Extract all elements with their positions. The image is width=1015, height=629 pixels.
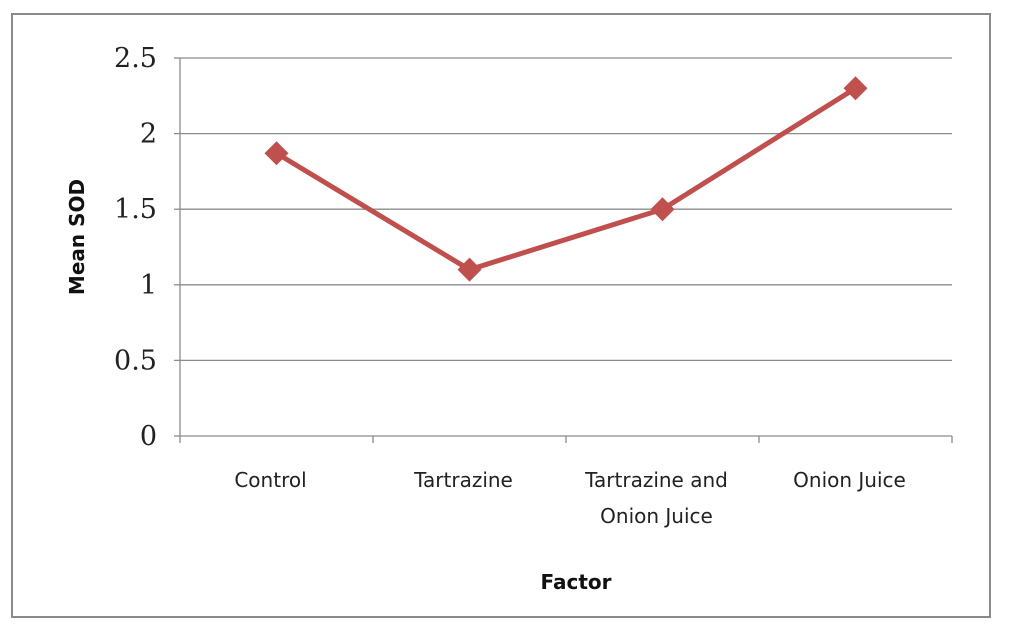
x-tick-label: Tartrazine <box>413 468 513 492</box>
y-axis-label: Mean SOD <box>65 179 89 295</box>
x-tick-label: Tartrazine and Onion Juice <box>584 468 728 528</box>
data-point-marker <box>264 141 289 166</box>
data-point-marker <box>650 197 675 222</box>
y-tick-label: 1.5 <box>114 194 157 225</box>
axis-layer <box>174 57 953 443</box>
y-tick-label: 0.5 <box>114 345 157 376</box>
grid-layer <box>180 57 952 362</box>
x-axis-label: Factor <box>540 570 611 594</box>
x-tick-label: Onion Juice <box>793 468 906 492</box>
series-line <box>275 86 857 273</box>
x-tick-label: Control <box>234 468 306 492</box>
y-tick-labels: 0 0.5 1 1.5 2 2.5 <box>114 43 157 452</box>
x-tick-labels: Control Tartrazine Tartrazine and Onion Jui… <box>234 468 905 528</box>
data-point-marker <box>457 257 482 282</box>
y-tick-label: 2 <box>140 119 157 150</box>
data-point-marker <box>843 76 868 101</box>
y-tick-label: 0 <box>140 421 157 452</box>
chart-frame <box>11 13 991 618</box>
y-tick-label: 1 <box>140 270 157 301</box>
y-tick-label: 2.5 <box>114 43 157 74</box>
series-layer <box>264 76 868 282</box>
